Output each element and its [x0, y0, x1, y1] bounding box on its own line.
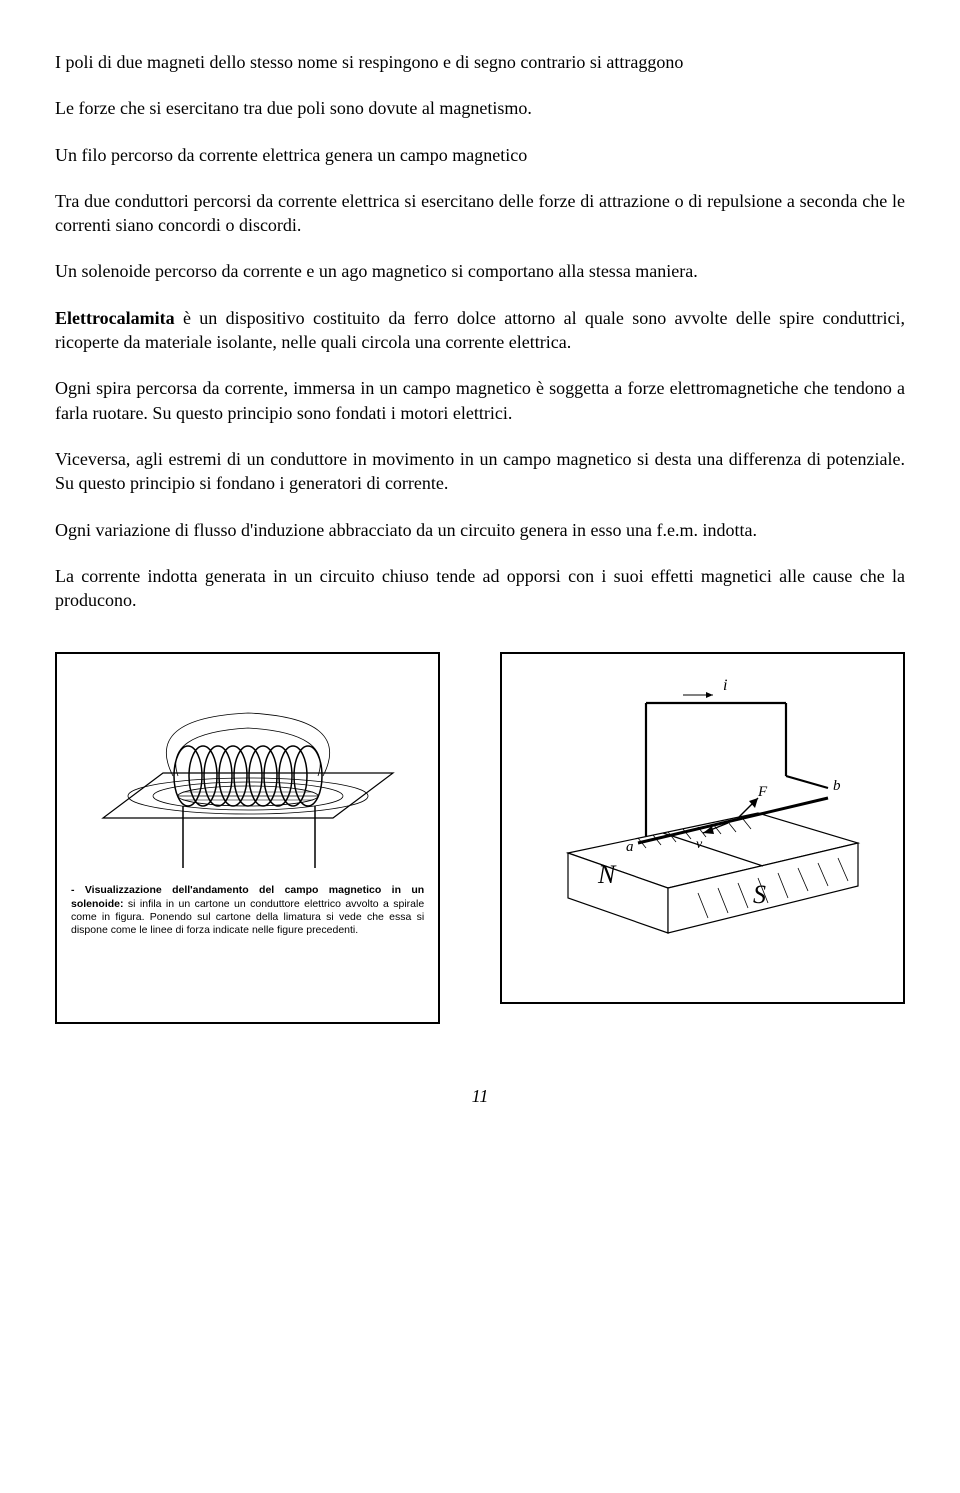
paragraph-5: Un solenoide percorso da corrente e un a… — [55, 259, 905, 283]
paragraph-1: I poli di due magneti dello stesso nome … — [55, 50, 905, 74]
paragraph-8: Viceversa, agli estremi di un conduttore… — [55, 447, 905, 496]
caption-rest: si infila in un cartone un conduttore el… — [71, 898, 424, 936]
label-F: F — [757, 784, 768, 800]
label-a: a — [626, 839, 634, 855]
term-elettrocalamita: Elettrocalamita — [55, 308, 175, 328]
paragraph-7: Ogni spira percorsa da corrente, immersa… — [55, 376, 905, 425]
figure-solenoide: - Visualizzazione dell'andamento del cam… — [55, 652, 440, 1024]
paragraph-4: Tra due conduttori percorsi da corrente … — [55, 189, 905, 238]
figure-solenoide-caption: - Visualizzazione dell'andamento del cam… — [71, 884, 424, 937]
paragraph-3: Un filo percorso da corrente elettrica g… — [55, 143, 905, 167]
label-b: b — [833, 778, 841, 794]
label-i: i — [723, 677, 727, 694]
solenoide-diagram — [83, 668, 413, 878]
paragraph-6: Elettrocalamita è un dispositivo costitu… — [55, 306, 905, 355]
label-v: v — [696, 837, 703, 852]
label-N: N — [597, 860, 617, 889]
figure-conduttore: i b a v F N S — [500, 652, 905, 1004]
conduttore-diagram: i b a v F N S — [528, 668, 878, 958]
paragraph-9: Ogni variazione di flusso d'induzione ab… — [55, 518, 905, 542]
paragraph-10: La corrente indotta generata in un circu… — [55, 564, 905, 613]
paragraph-6-rest: è un dispositivo costituito da ferro dol… — [55, 308, 905, 352]
page-number: 11 — [55, 1084, 905, 1108]
figures-row: - Visualizzazione dell'andamento del cam… — [55, 652, 905, 1024]
paragraph-2: Le forze che si esercitano tra due poli … — [55, 96, 905, 120]
label-S: S — [753, 880, 766, 909]
